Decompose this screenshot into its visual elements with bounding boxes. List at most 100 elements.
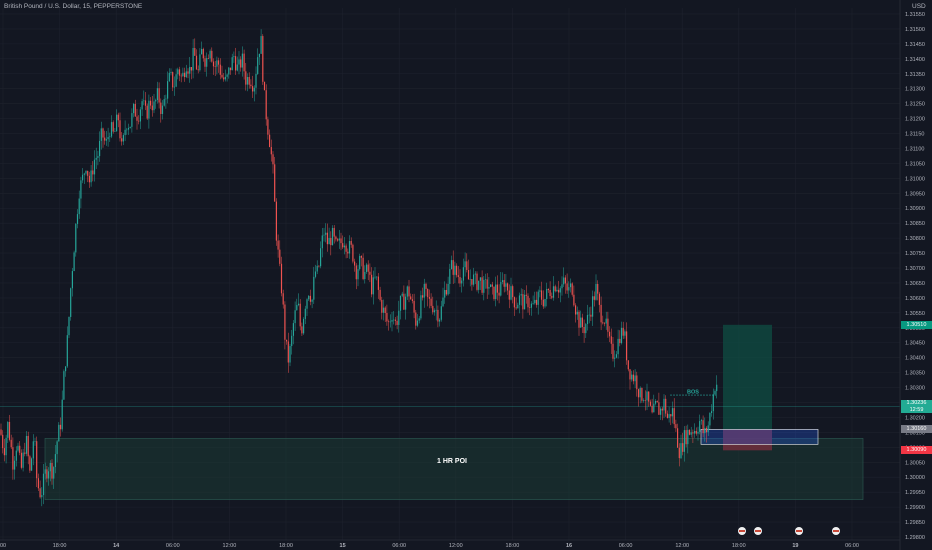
candle-body bbox=[286, 339, 288, 342]
candle-body bbox=[194, 47, 196, 56]
candle-body bbox=[148, 100, 150, 119]
candle-body bbox=[311, 299, 313, 302]
candle-body bbox=[524, 294, 526, 310]
candle-body bbox=[287, 341, 289, 363]
candle-body bbox=[85, 170, 87, 174]
candle-body bbox=[139, 109, 141, 122]
time-tick-label: 06:00 bbox=[619, 543, 633, 549]
price-tick-label: 1.31100 bbox=[905, 146, 924, 152]
candle-body bbox=[393, 319, 395, 321]
candle-body bbox=[153, 101, 155, 111]
candle-body bbox=[546, 288, 548, 299]
candle-body bbox=[277, 240, 279, 250]
candle-body bbox=[321, 235, 323, 249]
candle-body bbox=[607, 318, 609, 332]
candle-body bbox=[330, 237, 332, 246]
candle-body bbox=[192, 47, 194, 71]
currency-label[interactable]: USD bbox=[912, 3, 926, 10]
candle-body bbox=[394, 319, 396, 321]
candle-body bbox=[360, 256, 362, 258]
candle-body bbox=[275, 201, 277, 241]
candle-body bbox=[228, 67, 230, 75]
candle-body bbox=[566, 283, 568, 291]
time-tick-label: 16 bbox=[566, 543, 572, 549]
candle-body bbox=[541, 290, 543, 300]
candle-body bbox=[666, 413, 668, 418]
chart-labels-layer: 1 HR POI BOS bbox=[437, 390, 699, 465]
candle-body bbox=[252, 86, 254, 92]
candle-body bbox=[216, 60, 218, 67]
candle-body bbox=[331, 227, 334, 246]
time-tick-label: 12:00 bbox=[675, 543, 689, 549]
flag-stripe bbox=[796, 530, 802, 532]
candle-body bbox=[452, 260, 454, 275]
candle-body bbox=[396, 320, 398, 325]
candle-body bbox=[246, 76, 249, 85]
candle-body bbox=[374, 276, 376, 278]
candle-body bbox=[328, 237, 330, 245]
candle-body bbox=[605, 318, 607, 324]
price-tick-label: 1.30900 bbox=[905, 206, 925, 212]
candle-body bbox=[343, 245, 345, 248]
candle-body bbox=[673, 408, 675, 425]
price-tick-label: 1.30200 bbox=[905, 415, 925, 421]
candle-body bbox=[675, 424, 677, 429]
candle-body bbox=[469, 279, 471, 280]
candle-body bbox=[7, 421, 9, 438]
candle-body bbox=[575, 305, 577, 315]
candle-body bbox=[104, 137, 106, 141]
candle-body bbox=[624, 331, 626, 336]
price-tick-label: 1.29950 bbox=[905, 490, 925, 496]
candle-body bbox=[588, 314, 590, 316]
candle-body bbox=[547, 288, 549, 291]
candle-body bbox=[182, 72, 184, 77]
candle-body bbox=[66, 335, 68, 367]
candle-body bbox=[656, 401, 658, 403]
candle-body bbox=[25, 435, 28, 454]
candle-body bbox=[235, 56, 237, 71]
candle-body bbox=[481, 277, 483, 293]
candle-body bbox=[537, 291, 539, 305]
candle-body bbox=[709, 413, 711, 426]
candle-body bbox=[377, 276, 379, 290]
candle-body bbox=[678, 447, 680, 459]
candle-body bbox=[318, 265, 320, 267]
candle-body bbox=[498, 292, 500, 296]
candle-body bbox=[350, 241, 352, 245]
price-tick-label: 1.29800 bbox=[905, 535, 925, 541]
candle-body bbox=[150, 100, 152, 106]
candle-body bbox=[408, 286, 410, 297]
zones-layer bbox=[0, 324, 900, 500]
time-tick-label: 00 bbox=[0, 543, 6, 549]
time-tick-label: 15 bbox=[340, 543, 346, 549]
candle-body bbox=[423, 283, 425, 298]
candle-body bbox=[112, 122, 114, 132]
candle-body bbox=[381, 299, 383, 313]
candle-body bbox=[68, 316, 70, 336]
candle-body bbox=[648, 391, 650, 402]
current-price-tag: 1.30236 12:59 bbox=[901, 400, 932, 414]
price-tick-label: 1.30750 bbox=[905, 251, 925, 257]
candle-body bbox=[31, 458, 33, 471]
time-tick-label: 12:00 bbox=[223, 543, 237, 549]
candle-body bbox=[70, 288, 72, 317]
candle-body bbox=[439, 319, 441, 322]
candle-body bbox=[486, 279, 488, 289]
candle-body bbox=[274, 164, 276, 202]
price-tick-label: 1.29850 bbox=[905, 520, 925, 526]
candle-body bbox=[53, 467, 55, 479]
candle-body bbox=[226, 74, 228, 77]
candle-body bbox=[609, 331, 611, 337]
candle-body bbox=[629, 369, 631, 380]
candle-body bbox=[172, 72, 174, 88]
candle-body bbox=[488, 286, 490, 289]
candle-body bbox=[258, 53, 260, 58]
price-tick-label: 1.30350 bbox=[905, 371, 925, 377]
candle-body bbox=[109, 136, 111, 138]
candle-body bbox=[41, 495, 43, 498]
candle-body bbox=[224, 76, 226, 80]
candle-body bbox=[558, 289, 560, 293]
candle-body bbox=[59, 424, 62, 430]
candle-body bbox=[668, 414, 670, 418]
